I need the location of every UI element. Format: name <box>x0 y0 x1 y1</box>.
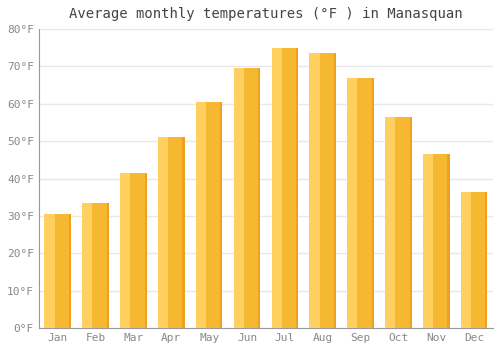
Bar <box>234 68 244 328</box>
Bar <box>234 68 260 328</box>
Bar <box>44 214 71 328</box>
Bar <box>461 192 487 328</box>
Bar <box>44 214 54 328</box>
Bar <box>461 192 471 328</box>
Bar <box>385 117 411 328</box>
Bar <box>69 214 71 328</box>
Bar <box>158 138 184 328</box>
Bar <box>272 48 298 328</box>
Bar <box>310 53 336 328</box>
Bar <box>82 203 109 328</box>
Bar <box>258 68 260 328</box>
Bar <box>296 48 298 328</box>
Bar <box>410 117 412 328</box>
Bar <box>144 173 146 328</box>
Bar <box>310 53 320 328</box>
Bar <box>423 154 450 328</box>
Bar <box>486 192 488 328</box>
Bar <box>334 53 336 328</box>
Bar <box>182 138 184 328</box>
Bar <box>158 138 168 328</box>
Title: Average monthly temperatures (°F ) in Manasquan: Average monthly temperatures (°F ) in Ma… <box>69 7 462 21</box>
Bar <box>82 203 92 328</box>
Bar <box>372 78 374 328</box>
Bar <box>120 173 146 328</box>
Bar <box>220 102 222 328</box>
Bar <box>348 78 374 328</box>
Bar <box>106 203 109 328</box>
Bar <box>196 102 206 328</box>
Bar <box>120 173 130 328</box>
Bar <box>448 154 450 328</box>
Bar <box>272 48 281 328</box>
Bar <box>423 154 433 328</box>
Bar <box>196 102 222 328</box>
Bar <box>348 78 358 328</box>
Bar <box>385 117 395 328</box>
